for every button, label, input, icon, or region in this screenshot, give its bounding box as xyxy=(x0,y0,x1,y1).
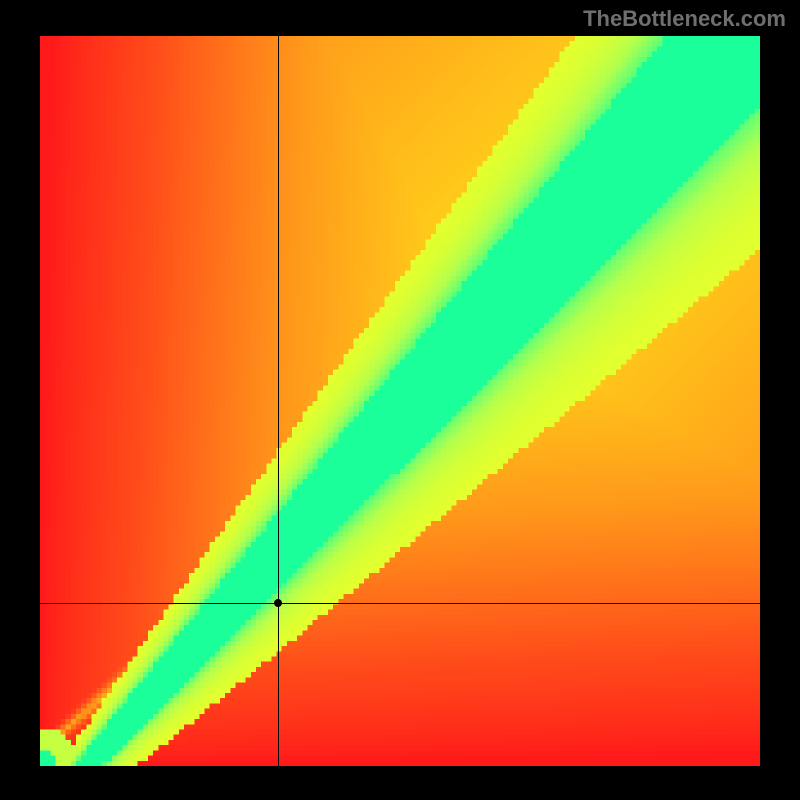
crosshair-vertical xyxy=(278,36,279,766)
plot-area xyxy=(40,36,760,766)
crosshair-horizontal xyxy=(40,603,760,604)
watermark-text: TheBottleneck.com xyxy=(583,6,786,32)
crosshair-marker[interactable] xyxy=(274,599,282,607)
bottleneck-heatmap xyxy=(40,36,760,766)
outer-frame: TheBottleneck.com xyxy=(0,0,800,800)
